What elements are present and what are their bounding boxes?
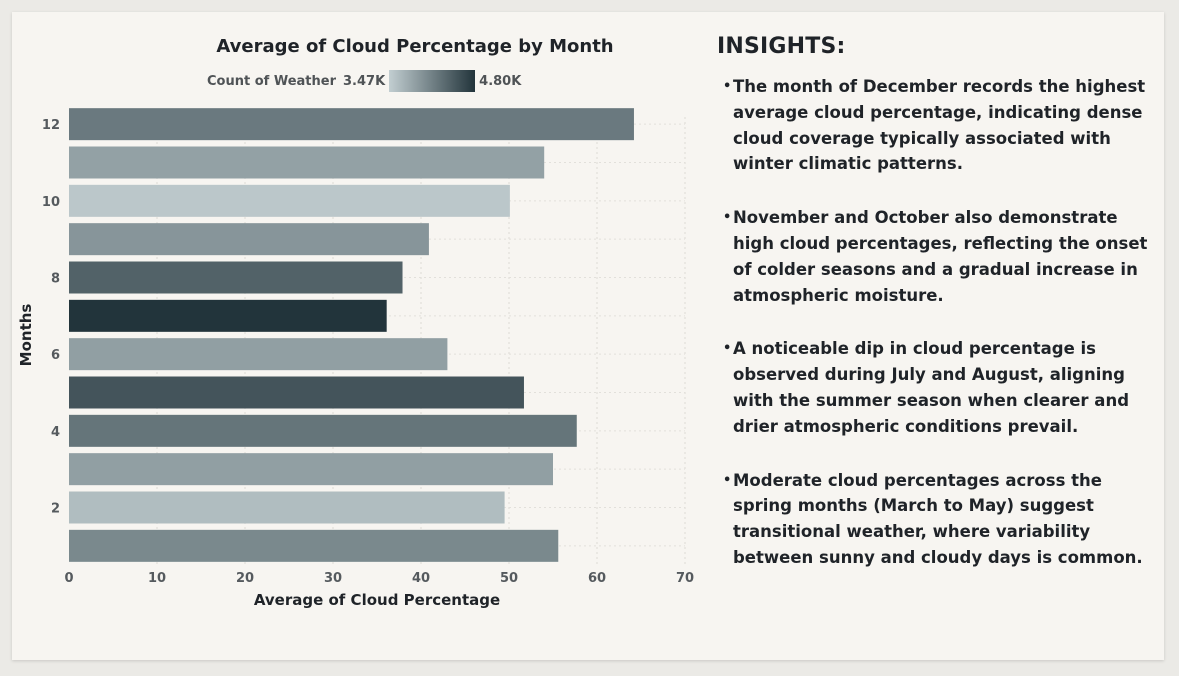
legend-title: Count of Weather xyxy=(207,73,336,89)
y-axis-ticks: 12 10 8 6 4 2 xyxy=(42,118,60,516)
y-tick-label: 6 xyxy=(51,348,60,363)
legend-min-label: 3.47K xyxy=(343,73,386,89)
insights-heading: INSIGHTS: xyxy=(717,34,846,59)
insight-item: Moderate cloud percentages across the sp… xyxy=(717,468,1157,571)
bar-month-10[interactable] xyxy=(69,184,510,217)
x-axis-title: Average of Cloud Percentage xyxy=(253,591,501,609)
y-tick-label: 8 xyxy=(51,272,60,287)
chart-title: Average of Cloud Percentage by Month xyxy=(216,36,614,57)
x-tick-label: 40 xyxy=(412,571,430,586)
y-tick-label: 10 xyxy=(42,195,60,210)
bar-month-9[interactable] xyxy=(69,223,429,256)
bar-month-11[interactable] xyxy=(69,146,545,179)
x-tick-label: 10 xyxy=(148,571,166,586)
bar-chart: 0 10 20 30 40 50 60 70 12 10 8 6 4 2 Months xyxy=(17,108,694,586)
y-tick-label: 4 xyxy=(51,425,60,440)
insight-item: The month of December records the highes… xyxy=(717,74,1157,177)
x-tick-label: 30 xyxy=(324,571,342,586)
x-tick-label: 0 xyxy=(64,571,73,586)
insight-item: November and October also demonstrate hi… xyxy=(717,205,1157,308)
bars xyxy=(69,108,634,562)
bar-month-3[interactable] xyxy=(69,453,553,486)
insights-panel: INSIGHTS: The month of December records … xyxy=(717,34,1157,599)
bar-month-5[interactable] xyxy=(69,376,524,409)
bar-month-12[interactable] xyxy=(69,108,634,141)
legend-max-label: 4.80K xyxy=(479,73,522,89)
bar-month-7[interactable] xyxy=(69,299,387,332)
legend-gradient-bar xyxy=(389,70,476,92)
y-tick-label: 12 xyxy=(42,118,60,133)
bar-month-1[interactable] xyxy=(69,529,559,562)
bar-month-6[interactable] xyxy=(69,338,448,371)
x-axis-ticks: 0 10 20 30 40 50 60 70 xyxy=(64,571,694,586)
x-tick-label: 60 xyxy=(588,571,606,586)
bar-month-8[interactable] xyxy=(69,261,403,294)
x-tick-label: 20 xyxy=(236,571,254,586)
y-axis-title: Months xyxy=(17,304,35,367)
insights-list: The month of December records the highes… xyxy=(717,74,1157,571)
insight-item: A noticeable dip in cloud percentage is … xyxy=(717,336,1157,439)
bar-month-2[interactable] xyxy=(69,491,505,524)
x-tick-label: 70 xyxy=(676,571,694,586)
y-tick-label: 2 xyxy=(51,502,60,517)
color-legend: Count of Weather 3.47K 4.80K xyxy=(207,70,521,92)
bar-month-4[interactable] xyxy=(69,414,577,447)
x-tick-label: 50 xyxy=(500,571,518,586)
